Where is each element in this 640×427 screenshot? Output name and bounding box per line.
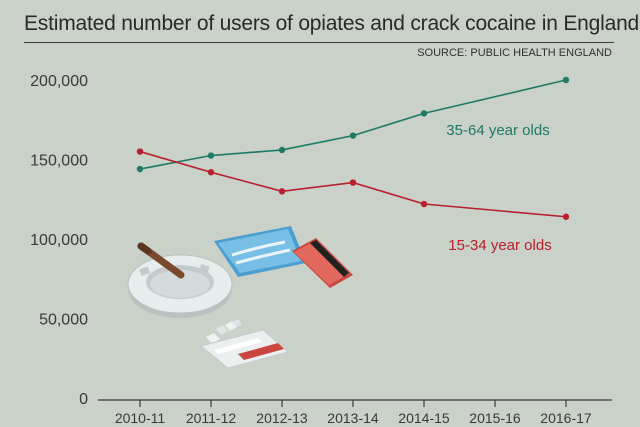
chart-title: Estimated number of users of opiates and… <box>24 12 640 35</box>
x-axis: 2010-11 2011-12 2012-13 2013-14 2014-15 2015-… <box>115 400 592 426</box>
y-tick-label: 100,000 <box>30 232 88 249</box>
y-tick-label: 50,000 <box>39 312 88 329</box>
crystals-icon <box>206 319 242 344</box>
data-point <box>207 152 215 159</box>
data-point <box>349 179 357 186</box>
credit-card-icon <box>292 238 353 288</box>
data-point <box>420 110 428 117</box>
y-tick-label: 200,000 <box>30 73 88 90</box>
x-tick-label: 2013-14 <box>327 410 379 426</box>
data-point <box>278 146 286 154</box>
x-tick-label: 2011-12 <box>186 410 237 426</box>
y-tick-label: 0 <box>79 391 88 408</box>
data-point <box>562 213 570 220</box>
y-axis: 0 50,000 100,000 150,000 200,000 <box>30 73 88 408</box>
data-point <box>562 76 570 84</box>
series-line-35-64 <box>139 79 567 170</box>
data-point <box>349 132 357 139</box>
x-tick-label: 2016-17 <box>540 410 592 426</box>
series-lines <box>139 79 567 218</box>
drug-paraphernalia-illustration <box>127 226 353 369</box>
x-tick-label: 2014-15 <box>398 410 450 426</box>
x-tick-label: 2012-13 <box>256 410 308 426</box>
cigarette-icon <box>137 242 185 279</box>
series-labels: 35-64 year olds 15-34 year olds <box>446 122 551 254</box>
title-divider <box>24 42 614 43</box>
ashtray-icon <box>127 254 233 318</box>
y-tick-label: 150,000 <box>30 153 88 170</box>
series-label: 15-34 year olds <box>448 237 551 254</box>
data-point <box>278 188 286 195</box>
mirror-with-lines-icon <box>214 226 306 277</box>
series-label: 35-64 year olds <box>446 122 549 139</box>
data-point <box>136 165 144 173</box>
series-line-15-34 <box>139 150 567 218</box>
powder-bag-icon <box>199 329 290 369</box>
source-note: SOURCE: PUBLIC HEALTH ENGLAND <box>417 47 612 59</box>
x-tick-label: 2015-16 <box>469 410 521 426</box>
data-point <box>420 200 428 208</box>
series-points <box>136 76 570 220</box>
data-point <box>136 148 144 155</box>
data-point <box>207 169 215 176</box>
x-tick-label: 2010-11 <box>115 410 166 426</box>
